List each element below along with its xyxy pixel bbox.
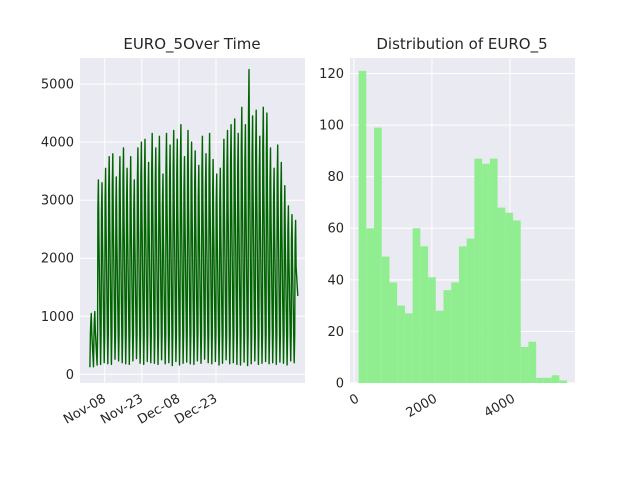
histogram-bar <box>536 377 544 383</box>
histogram-bars <box>358 70 568 384</box>
line-chart: 0 1000 2000 3000 4000 5000 Nov-08Nov-23Dec-08… <box>41 35 305 428</box>
series-line <box>89 68 299 368</box>
histogram-title: Distribution of EURO_5 <box>376 35 547 54</box>
line-chart-series <box>89 68 299 368</box>
histogram-bar <box>505 212 513 383</box>
x-tick-label: 0 <box>347 391 362 408</box>
histogram-bar <box>412 228 421 383</box>
histogram-bar <box>381 256 390 383</box>
histogram-bar <box>443 290 452 383</box>
histogram-bar <box>482 163 490 383</box>
histogram-bar <box>512 220 521 383</box>
histogram-y-ticks: 0 20 40 60 80 100 120 <box>319 67 344 392</box>
y-tick-label: 60 <box>327 222 344 237</box>
y-tick-label: 4000 <box>41 136 74 151</box>
y-tick-label: 40 <box>327 273 344 288</box>
line-chart-y-ticks: 0 1000 2000 3000 4000 5000 <box>41 78 74 383</box>
y-tick-label: 80 <box>327 170 344 185</box>
y-tick-label: 20 <box>327 325 344 340</box>
y-tick-label: 3000 <box>41 194 74 209</box>
histogram-bar <box>435 310 444 383</box>
histogram-bar <box>474 158 483 383</box>
histogram-bar <box>497 207 506 383</box>
y-tick-label: 0 <box>336 377 344 392</box>
histogram-bar <box>466 238 475 383</box>
x-tick-label: 4000 <box>482 391 518 421</box>
x-tick-label: Dec-23 <box>172 391 220 427</box>
line-chart-title: EURO_5Over Time <box>123 35 260 54</box>
histogram-bar <box>404 313 413 383</box>
histogram-bar <box>559 380 568 383</box>
histogram-bar <box>374 127 382 384</box>
y-tick-label: 5000 <box>41 78 74 93</box>
histogram-x-ticks: 0 2000 4000 <box>347 391 518 421</box>
x-tick-label: 2000 <box>404 391 440 421</box>
y-tick-label: 120 <box>319 67 344 82</box>
histogram-bar <box>420 246 429 383</box>
histogram-bar <box>489 158 498 383</box>
histogram-chart: 0 20 40 60 80 100 120 0 2000 4000 Distribution o… <box>319 35 575 421</box>
histogram-bar <box>451 282 459 383</box>
y-tick-label: 1000 <box>41 310 74 325</box>
histogram-bar <box>528 341 537 383</box>
histogram-bar <box>397 305 405 383</box>
histogram-bar <box>458 246 467 383</box>
y-tick-label: 100 <box>319 119 344 134</box>
y-tick-label: 2000 <box>41 252 74 267</box>
histogram-bar <box>358 70 367 384</box>
y-tick-label: 0 <box>66 368 74 383</box>
histogram-bar <box>551 375 560 383</box>
histogram-bar <box>366 228 375 383</box>
histogram-bar <box>428 277 436 383</box>
histogram-bar <box>543 377 552 383</box>
histogram-bar <box>389 282 398 383</box>
histogram-bar <box>520 346 529 383</box>
